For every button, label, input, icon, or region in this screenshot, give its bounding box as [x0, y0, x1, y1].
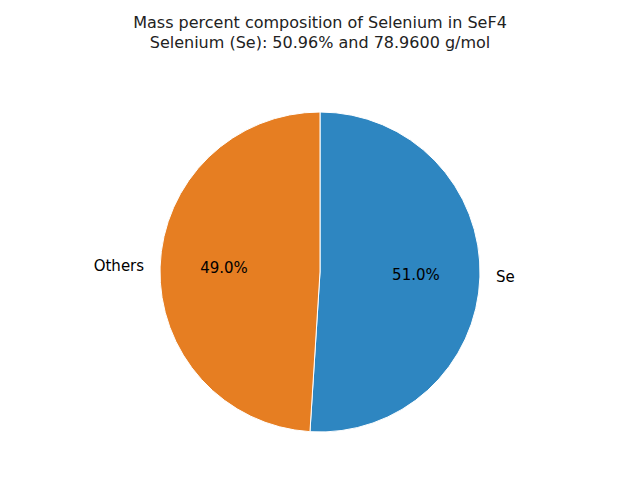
labels: Se Others 51.0% 49.0% [94, 257, 515, 286]
chart: Mass percent composition of Selenium in … [0, 0, 640, 480]
data-label: 51.0% [392, 266, 440, 284]
title: Mass percent composition of Selenium in … [133, 13, 507, 52]
title-line: Selenium (Se): 50.96% and 78.9600 g/mol [150, 33, 491, 52]
slice [310, 112, 480, 432]
title-line: Mass percent composition of Selenium in … [133, 13, 507, 32]
data-label: 49.0% [200, 259, 248, 277]
slice-label: Others [94, 257, 145, 275]
pie [160, 112, 480, 432]
slice [160, 112, 320, 432]
slice-label: Se [496, 268, 515, 286]
